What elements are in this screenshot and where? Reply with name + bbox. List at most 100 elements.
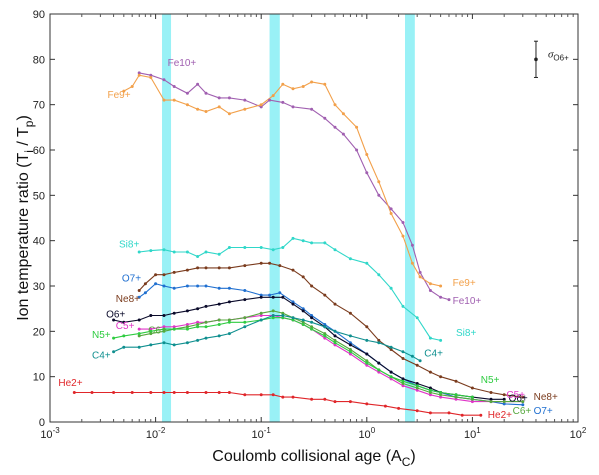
data-point-ne8-plus <box>454 379 458 383</box>
data-point-he2-plus <box>291 395 295 399</box>
data-point-o7-plus <box>162 284 166 288</box>
data-point-fe10-plus <box>377 193 381 197</box>
series-label-fe9-plus: Fe9+ <box>108 90 131 101</box>
data-point-o6-plus <box>401 377 405 381</box>
data-point-n5-plus <box>365 361 369 365</box>
data-point-c6-plus <box>415 386 419 390</box>
series-end-label-c5-plus: C5+ <box>506 390 525 401</box>
data-point-si8-plus <box>291 236 295 240</box>
data-point-c4-plus <box>227 332 231 336</box>
data-point-c4-plus <box>137 345 141 349</box>
data-point-c6-plus <box>428 391 432 394</box>
data-point-si8-plus <box>389 286 393 290</box>
data-point-c5-plus <box>162 325 166 329</box>
data-point-o6-plus <box>227 300 231 304</box>
data-point-c5-plus <box>185 323 189 326</box>
data-point-fe10-plus <box>323 116 327 120</box>
data-point-ne8-plus <box>415 363 419 367</box>
shaded-band-2 <box>269 14 280 422</box>
series-label-c5-plus: C5+ <box>116 321 135 332</box>
data-point-fe10-plus <box>410 243 414 247</box>
data-point-ne8-plus <box>333 302 337 306</box>
series-label-c4-plus: C4+ <box>92 351 111 362</box>
data-point-c5-plus <box>196 320 200 324</box>
data-point-o6-plus <box>185 309 189 313</box>
data-point-si8-plus <box>149 249 153 253</box>
data-point-o6-plus <box>137 318 141 322</box>
data-point-fe9-plus <box>377 180 381 184</box>
data-point-c6-plus <box>323 332 327 336</box>
data-point-n5-plus <box>389 375 393 379</box>
data-point-o7-plus <box>217 286 221 290</box>
data-point-si8-plus <box>259 246 263 249</box>
data-point-ne8-plus <box>348 311 352 315</box>
data-point-c4-plus <box>172 343 176 347</box>
data-point-n5-plus <box>185 327 189 331</box>
data-point-o7-plus <box>227 286 231 290</box>
data-point-o7-plus <box>243 289 247 292</box>
data-point-o7-plus <box>502 402 506 406</box>
data-point-n5-plus <box>243 320 247 324</box>
data-point-o6-plus <box>271 295 275 299</box>
data-point-he2-plus <box>259 393 263 397</box>
data-point-fe9-plus <box>323 82 327 86</box>
data-point-fe9-plus <box>301 85 305 88</box>
data-point-fe10-plus <box>401 221 405 224</box>
data-point-fe10-plus <box>428 289 432 292</box>
data-point-si8-plus <box>310 241 314 245</box>
data-point-ne8-plus <box>227 266 231 270</box>
series-line-o6-plus <box>113 296 505 400</box>
data-point-he2-plus <box>428 411 432 415</box>
y-axis-label: Ion temperature ratio (Ti / Tp) <box>15 115 36 321</box>
series-line-n5-plus <box>113 317 473 398</box>
data-point-he2-plus <box>383 404 387 408</box>
data-point-c5-plus <box>323 336 327 340</box>
data-point-fe10-plus <box>137 71 141 75</box>
data-point-si8-plus <box>204 250 208 254</box>
series-end-label-o7-plus: O7+ <box>534 406 553 417</box>
data-point-c6-plus <box>454 395 458 399</box>
data-point-he2-plus <box>415 409 419 413</box>
data-point-fe10-plus <box>204 91 208 95</box>
data-point-c4-plus <box>281 314 285 317</box>
data-point-ne8-plus <box>259 261 263 265</box>
shaded-bands <box>162 14 415 422</box>
data-point-si8-plus <box>172 250 176 254</box>
data-point-c4-plus <box>310 320 314 324</box>
data-point-o6-plus <box>502 397 506 401</box>
data-point-o7-plus <box>323 323 327 326</box>
data-point-c6-plus <box>162 329 166 333</box>
data-point-he2-plus <box>172 391 176 394</box>
data-point-n5-plus <box>196 325 200 329</box>
data-point-fe9-plus <box>259 103 263 107</box>
data-point-c6-plus <box>196 323 200 326</box>
data-point-fe10-plus <box>418 270 422 274</box>
data-point-fe10-plus <box>149 73 153 77</box>
series-label-ne8-plus: Ne8+ <box>116 294 140 305</box>
data-point-n5-plus <box>401 379 405 383</box>
series-end-label-c4-plus: C4+ <box>424 348 443 359</box>
x-tick-label: 100 <box>358 426 375 441</box>
data-point-o7-plus <box>310 314 314 317</box>
data-point-he2-plus <box>447 411 451 415</box>
data-point-fe10-plus <box>447 298 451 302</box>
data-point-si8-plus <box>348 257 352 261</box>
data-point-fe10-plus <box>196 82 200 86</box>
data-point-si8-plus <box>439 338 443 342</box>
data-point-c5-plus <box>470 400 474 404</box>
data-point-o7-plus <box>196 284 200 288</box>
data-point-n5-plus <box>281 316 285 320</box>
data-point-fe9-plus <box>227 112 231 116</box>
data-point-si8-plus <box>196 255 200 258</box>
data-point-o7-plus <box>259 293 263 297</box>
data-point-fe9-plus <box>333 103 337 107</box>
data-point-fe9-plus <box>172 98 176 102</box>
data-point-he2-plus <box>348 400 352 404</box>
data-point-ne8-plus <box>323 293 327 297</box>
data-point-fe10-plus <box>185 91 189 95</box>
data-point-ne8-plus <box>439 375 443 379</box>
data-point-he2-plus <box>243 393 247 397</box>
data-point-o6-plus <box>243 298 247 302</box>
data-point-n5-plus <box>323 334 327 338</box>
